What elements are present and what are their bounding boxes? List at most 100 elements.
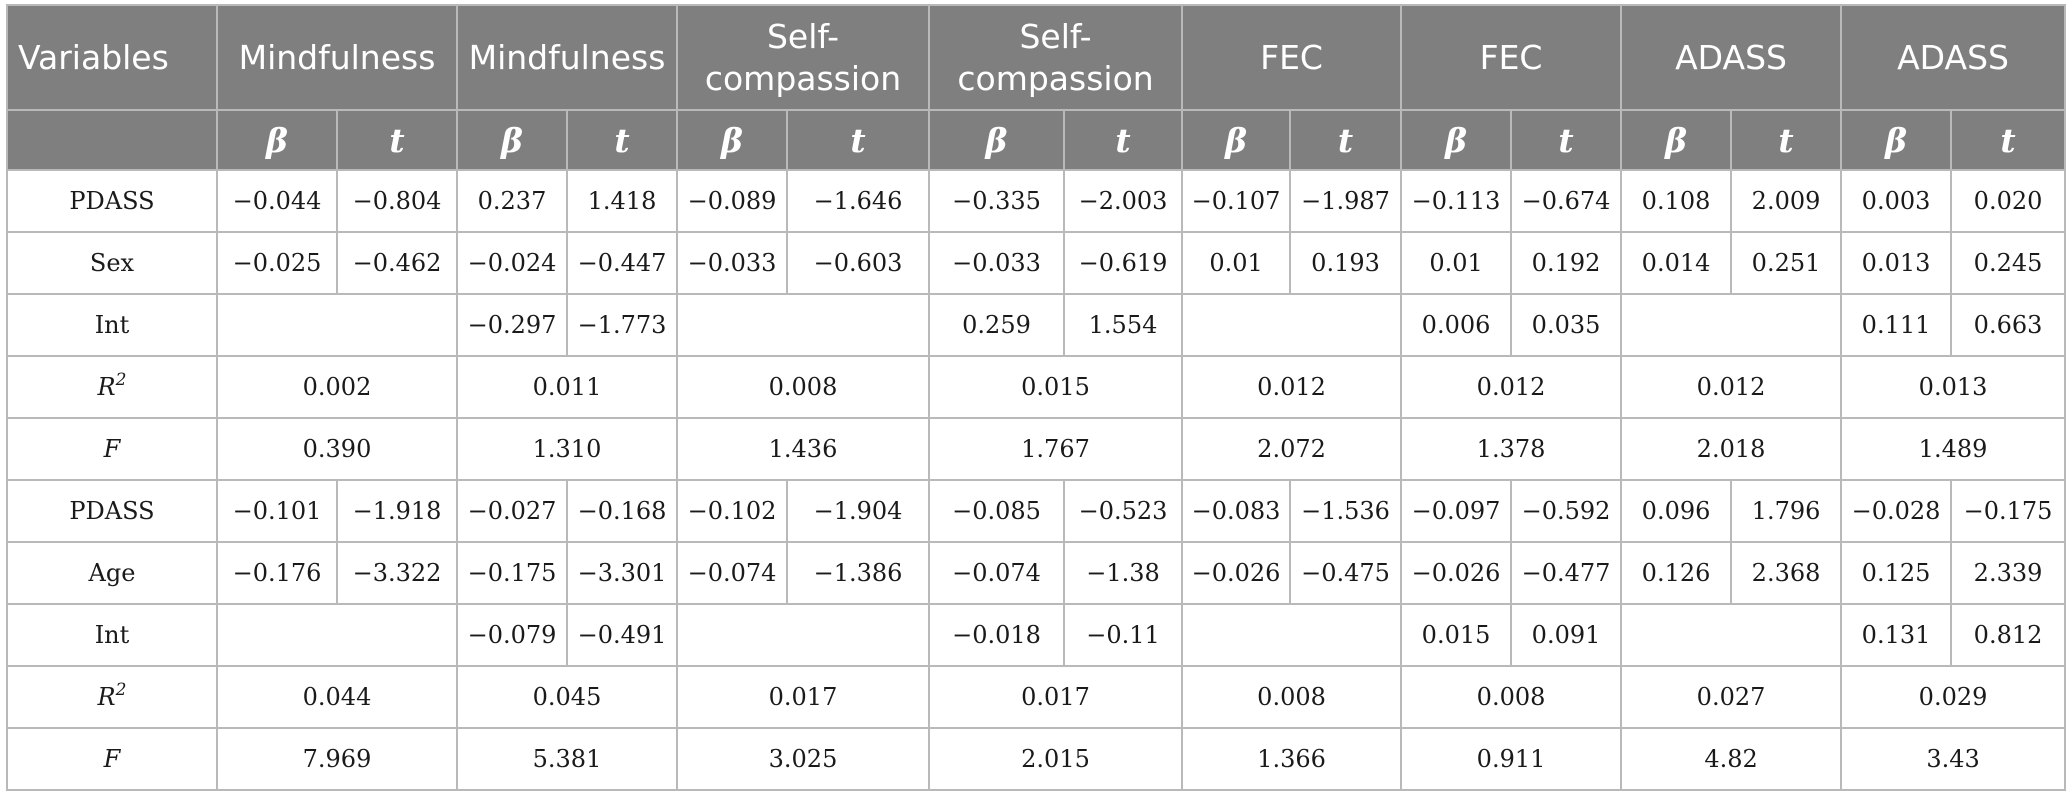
r2-value: 0.013	[1840, 355, 2067, 419]
beta-header: β	[1181, 109, 1292, 171]
beta-cell: 0.01	[1400, 231, 1513, 295]
r2-value: 0.008	[1181, 665, 1403, 729]
empty-cell	[1181, 603, 1403, 667]
group-header: FEC	[1400, 4, 1623, 111]
r2-value: 0.011	[456, 355, 678, 419]
t-cell: −0.462	[336, 231, 458, 295]
beta-cell: −0.083	[1181, 479, 1292, 543]
beta-cell: −0.113	[1400, 169, 1513, 233]
row-label: Age	[6, 541, 218, 605]
r2-row: R2 0.044 0.045 0.017 0.017 0.008 0.008 0.027 0.0…	[6, 665, 2067, 729]
t-cell: −0.603	[785, 231, 931, 295]
beta-cell: 0.014	[1620, 231, 1733, 295]
r2-label-text: R	[97, 373, 116, 401]
r2-value: 0.012	[1400, 355, 1623, 419]
r2-value: 0.012	[1181, 355, 1403, 419]
r2-value: 0.044	[216, 665, 458, 729]
empty-cell	[675, 293, 931, 357]
r2-value: 0.012	[1620, 355, 1843, 419]
table-row: Int −0.297 −1.773 0.259 1.554 0.006 0.035 0.111…	[6, 293, 2067, 357]
r2-value: 0.008	[675, 355, 931, 419]
beta-cell: −0.107	[1181, 169, 1292, 233]
r2-value: 0.015	[928, 355, 1184, 419]
table-row: Sex −0.025 −0.462 −0.024 −0.447 −0.033 −0.603 −…	[6, 231, 2067, 295]
t-cell: −3.301	[566, 541, 678, 605]
beta-cell: −0.102	[676, 479, 788, 543]
beta-cell: −0.101	[216, 479, 338, 543]
beta-cell: −0.025	[216, 231, 338, 295]
f-value: 1.767	[928, 417, 1184, 481]
f-value: 2.015	[928, 727, 1184, 791]
t-header: t	[1730, 109, 1843, 171]
group-header: FEC	[1181, 4, 1403, 111]
row-label: Int	[6, 603, 218, 667]
beta-cell: 0.108	[1620, 169, 1733, 233]
empty-cell	[216, 603, 458, 667]
t-cell: −1.386	[785, 541, 931, 605]
table-row: PDASS −0.101 −1.918 −0.027 −0.168 −0.102 −1.90…	[6, 479, 2067, 543]
t-cell: 2.368	[1730, 541, 1843, 605]
f-value: 3.43	[1840, 727, 2067, 791]
beta-cell: 0.003	[1840, 169, 1953, 233]
t-cell: −0.447	[566, 231, 678, 295]
t-header: t	[566, 109, 678, 171]
table-row: Age −0.176 −3.322 −0.175 −3.301 −0.074 −1.386−…	[6, 541, 2067, 605]
t-cell: 2.339	[1950, 541, 2067, 605]
group-header: Self-compassion	[928, 4, 1184, 111]
t-cell: −0.475	[1289, 541, 1403, 605]
beta-cell: 0.015	[1400, 603, 1513, 667]
beta-cell: −0.027	[456, 479, 568, 543]
beta-cell: −0.033	[928, 231, 1066, 295]
beta-header: β	[456, 109, 568, 171]
f-label: F	[6, 727, 218, 791]
beta-cell: −0.074	[928, 541, 1066, 605]
t-cell: −1.646	[785, 169, 931, 233]
t-cell: 0.251	[1730, 231, 1843, 295]
beta-cell: −0.024	[456, 231, 568, 295]
empty-cell	[1620, 603, 1843, 667]
beta-cell: −0.026	[1181, 541, 1292, 605]
r2-value: 0.002	[216, 355, 458, 419]
beta-cell: 0.126	[1620, 541, 1733, 605]
row-label: PDASS	[6, 479, 218, 543]
f-row: F 7.969 5.381 3.025 2.015 1.366 0.911 4.82 3.43	[6, 727, 2067, 791]
r2-value: 0.008	[1400, 665, 1623, 729]
beta-cell: 0.006	[1400, 293, 1513, 357]
beta-cell: 0.096	[1620, 479, 1733, 543]
t-cell: 2.009	[1730, 169, 1843, 233]
beta-cell: −0.089	[676, 169, 788, 233]
f-label: F	[6, 417, 218, 481]
beta-cell: 0.01	[1181, 231, 1292, 295]
beta-cell: −0.028	[1840, 479, 1953, 543]
beta-cell: 0.131	[1840, 603, 1953, 667]
r2-label: R2	[6, 355, 218, 419]
f-value: 2.018	[1620, 417, 1843, 481]
header-blank	[6, 109, 218, 171]
t-cell: −1.987	[1289, 169, 1403, 233]
t-header: t	[785, 109, 931, 171]
row-label: Sex	[6, 231, 218, 295]
beta-cell: 0.013	[1840, 231, 1953, 295]
t-cell: −1.773	[566, 293, 678, 357]
t-cell: 0.193	[1289, 231, 1403, 295]
beta-header: β	[1840, 109, 1953, 171]
beta-cell: −0.297	[456, 293, 568, 357]
group-header: ADASS	[1620, 4, 1843, 111]
t-header: t	[1289, 109, 1403, 171]
t-cell: −0.11	[1063, 603, 1184, 667]
beta-cell: 0.111	[1840, 293, 1953, 357]
beta-cell: 0.125	[1840, 541, 1953, 605]
variables-header: Variables	[6, 4, 218, 111]
t-cell: −0.619	[1063, 231, 1184, 295]
empty-cell	[216, 293, 458, 357]
empty-cell	[675, 603, 931, 667]
r2-label-text: R	[97, 683, 116, 711]
t-cell: 0.245	[1950, 231, 2067, 295]
t-cell: −1.918	[336, 479, 458, 543]
t-cell: −0.523	[1063, 479, 1184, 543]
group-header: ADASS	[1840, 4, 2067, 111]
group-header: Mindfulness	[456, 4, 678, 111]
f-value: 1.366	[1181, 727, 1403, 791]
beta-cell: −0.026	[1400, 541, 1513, 605]
